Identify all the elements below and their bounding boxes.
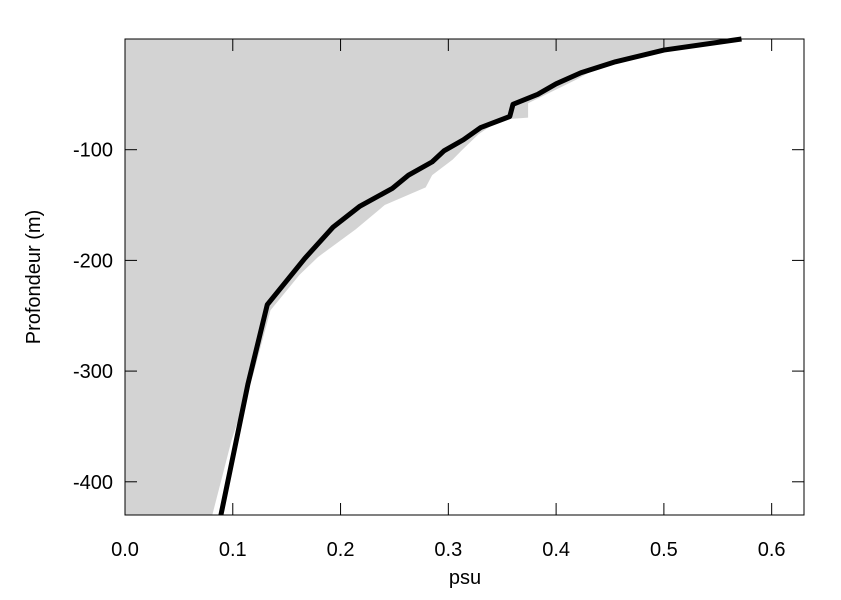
y-tick-label: -200: [73, 250, 113, 272]
x-tick-label: 0.6: [758, 539, 786, 561]
plot-frame: [124, 38, 805, 516]
y-tick-label: -400: [73, 472, 113, 494]
area: [125, 39, 742, 515]
x-tick-label: 0.0: [111, 539, 139, 561]
x-tick-label: 0.4: [542, 539, 570, 561]
y-axis-label: Profondeur (m): [23, 210, 45, 345]
line: [218, 36, 742, 516]
x-tick-label: 0.2: [327, 539, 355, 561]
x-tick-label: 0.5: [650, 539, 678, 561]
x-tick-label: 0.1: [219, 539, 247, 561]
y-tick-label: -100: [73, 140, 113, 162]
y-tick-label: -300: [73, 361, 113, 383]
x-tick-label: 0.3: [434, 539, 462, 561]
x-axis-label: psu: [449, 567, 481, 589]
